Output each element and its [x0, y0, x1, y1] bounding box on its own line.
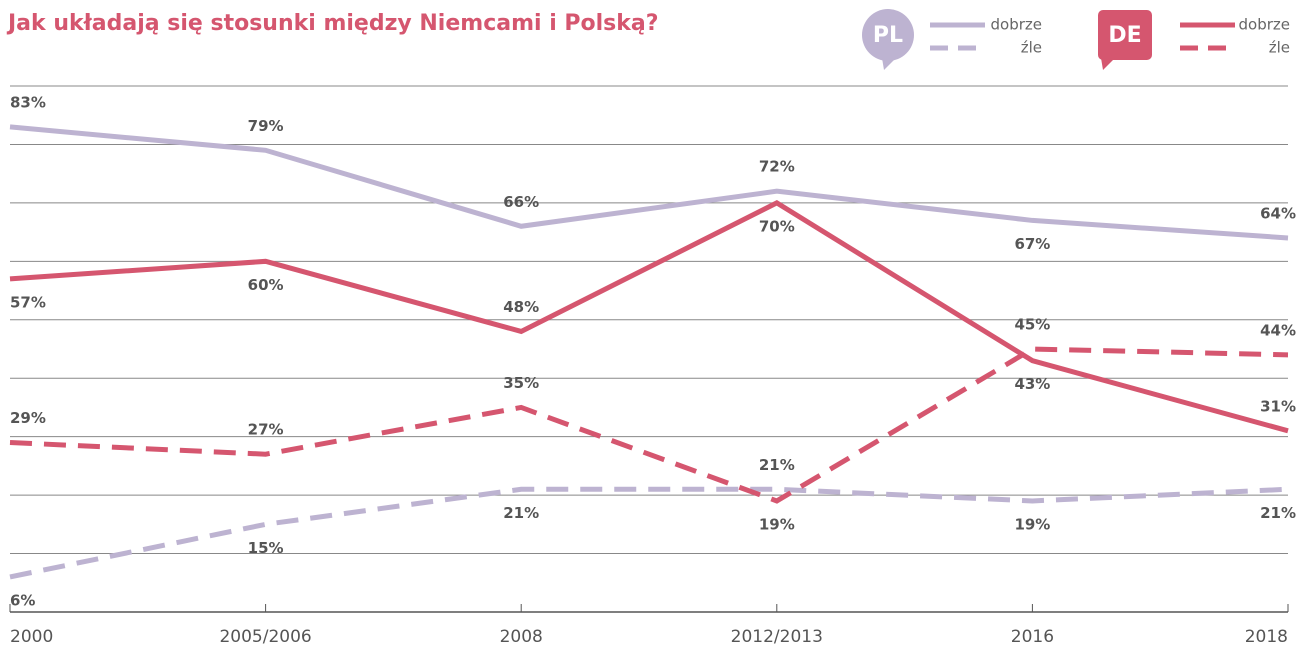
data-label: 60% [248, 276, 284, 294]
data-label: 67% [1014, 235, 1050, 253]
data-label: 72% [759, 158, 795, 176]
data-label: 70% [759, 217, 795, 235]
data-label: 48% [503, 298, 539, 316]
data-label: 45% [1014, 316, 1050, 334]
x-tick-label: 2005/2006 [219, 627, 311, 647]
chart-title: Jak układają się stosunki między Niemcam… [6, 11, 659, 36]
legend-badge [862, 9, 914, 61]
legend-label: dobrze [1239, 16, 1291, 34]
data-label: 29% [10, 409, 46, 427]
data-label: 43% [1014, 375, 1050, 393]
data-label: 35% [503, 374, 539, 392]
line-series [9, 200, 1289, 434]
legend-badge-tail [1101, 58, 1115, 70]
data-label: 21% [503, 504, 539, 522]
legend-badge-label: DE [1108, 23, 1141, 48]
data-label: 21% [1260, 504, 1296, 522]
data-label: 27% [248, 421, 284, 439]
x-tick-label: 2018 [1245, 627, 1288, 647]
x-tick-label: 2012/2013 [731, 627, 823, 647]
data-label: 57% [10, 293, 46, 311]
data-label: 83% [10, 93, 46, 111]
data-label: 44% [1260, 321, 1296, 339]
legend-label: źle [1269, 39, 1290, 57]
line-series [9, 486, 1289, 580]
legend-badge [1098, 10, 1152, 60]
data-label: 15% [248, 539, 284, 557]
data-label: 21% [759, 456, 795, 474]
data-label: 64% [1260, 204, 1296, 222]
data-label: 66% [503, 193, 539, 211]
legend-badge-tail [882, 58, 896, 70]
line-series [9, 124, 1289, 241]
data-label: 31% [1260, 397, 1296, 415]
line-series [9, 346, 1289, 504]
data-label: 19% [1014, 515, 1050, 533]
legend-badge-label: PL [873, 23, 903, 48]
x-tick-label: 2016 [1011, 627, 1054, 647]
legend-label: źle [1021, 39, 1042, 57]
data-label: 19% [759, 515, 795, 533]
legend-label: dobrze [991, 16, 1043, 34]
x-tick-label: 2000 [10, 627, 53, 647]
x-tick-label: 2008 [500, 627, 543, 647]
data-label: 6% [10, 591, 35, 609]
data-label: 79% [248, 117, 284, 135]
